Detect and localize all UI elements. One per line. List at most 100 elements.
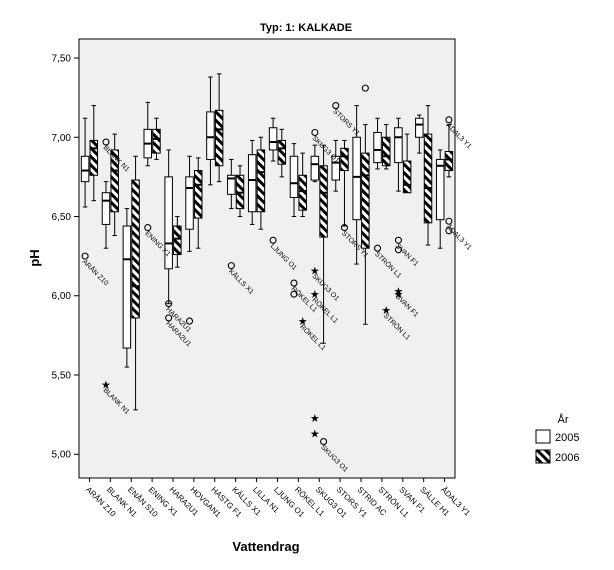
box-2006-9 [277,128,287,178]
outlier-circle [320,437,328,446]
legend-label-2005: 2005 [555,432,579,444]
outlier-circle [445,217,453,225]
box-body [444,151,454,172]
box-body [152,128,161,154]
box-2005-12 [331,139,341,192]
outlier-circle [269,236,277,244]
outlier-star: ★ [310,429,320,441]
outlier-star: ★ [310,265,320,277]
box-body [247,154,257,213]
outlier-circle [144,224,152,232]
box-2005-14 [373,117,382,170]
box-2005-17 [435,149,445,249]
outlier-circle [373,244,382,252]
box-body [110,149,119,213]
box-body [80,155,90,183]
box-2006-17 [444,124,454,178]
x-axis-title: Vattendrag [232,539,299,554]
outlier-circle [332,102,340,110]
box-2005-2 [122,208,132,368]
box-body [373,132,382,164]
box-body [402,160,412,194]
box-2005-7 [227,158,236,210]
outlier-circle [445,227,453,235]
legend-title: År [558,413,569,426]
plot-area [78,38,456,479]
box-body [193,170,203,219]
box-body [352,136,361,221]
outlier-circle [394,246,402,254]
box-body [185,176,194,230]
chart-title: Typ: 1: KALKADE [260,22,352,34]
box-2005-11 [310,144,320,183]
box-body [289,155,299,198]
box-2006-6 [214,73,224,183]
box-2006-13 [361,124,370,325]
box-2006-8 [256,136,266,230]
y-tick-label: 7,00 [52,133,72,144]
outlier-star: ★ [310,289,320,301]
box-body [206,111,215,160]
y-axis-title: pH [27,249,42,266]
box-2005-5 [185,155,194,252]
box-body [381,136,391,167]
box-body [256,149,266,213]
outlier-point [361,84,369,92]
box-2006-14 [381,124,391,170]
outlier-circle [185,317,194,325]
box-2006-11 [319,144,328,344]
box-2006-1 [110,133,119,237]
outlier-circle [290,279,298,287]
box-body [277,139,287,165]
box-body [423,133,433,224]
box-body [227,174,236,195]
box-2005-4 [164,149,173,305]
box-2005-10 [289,143,299,218]
outlier-circle [445,116,453,124]
legend: År 2005 2006 [535,413,579,464]
outlier-point [290,290,298,298]
box-2006-15 [402,133,412,194]
box-2006-5 [193,157,203,249]
box-body [268,127,278,151]
y-tick-label: 5,00 [52,450,72,461]
box-2005-1 [101,181,111,249]
box-2006-3 [152,117,161,160]
y-tick-label: 6,50 [52,212,72,223]
y-tick-label: 6,00 [52,291,72,302]
outlier-circle [361,84,369,92]
legend-swatch-2006 [535,449,551,464]
box-2005-6 [206,76,215,186]
outlier-star: ★ [298,316,308,328]
outlier-point [445,227,453,235]
box-body [394,127,403,164]
y-tick-label: 7,50 [52,54,72,65]
outlier-point: ★ [310,413,320,425]
box-body [131,179,140,319]
box-2006-7 [235,165,245,218]
box-body [298,174,307,211]
outlier-circle [81,252,89,260]
box-2006-2 [131,155,140,411]
box-group [80,73,454,411]
box-2005-16 [415,114,424,154]
legend-label-2006: 2006 [555,452,579,464]
box-2005-3 [143,101,153,167]
outlier-circle [227,262,235,270]
outlier-point: ★ [310,429,320,441]
box-2006-12 [340,139,349,227]
outlier-star: ★ [393,289,403,301]
outlier-circle [165,314,173,322]
box-2005-13 [352,105,361,265]
box-body [340,147,349,172]
outlier-star: ★ [381,305,391,317]
outlier-circle [394,236,402,244]
outlier-point [394,246,402,254]
box-body [173,225,182,256]
box-2006-4 [173,216,182,268]
box-2005-9 [268,117,278,162]
outlier-star: ★ [101,379,111,391]
box-body [164,176,173,270]
